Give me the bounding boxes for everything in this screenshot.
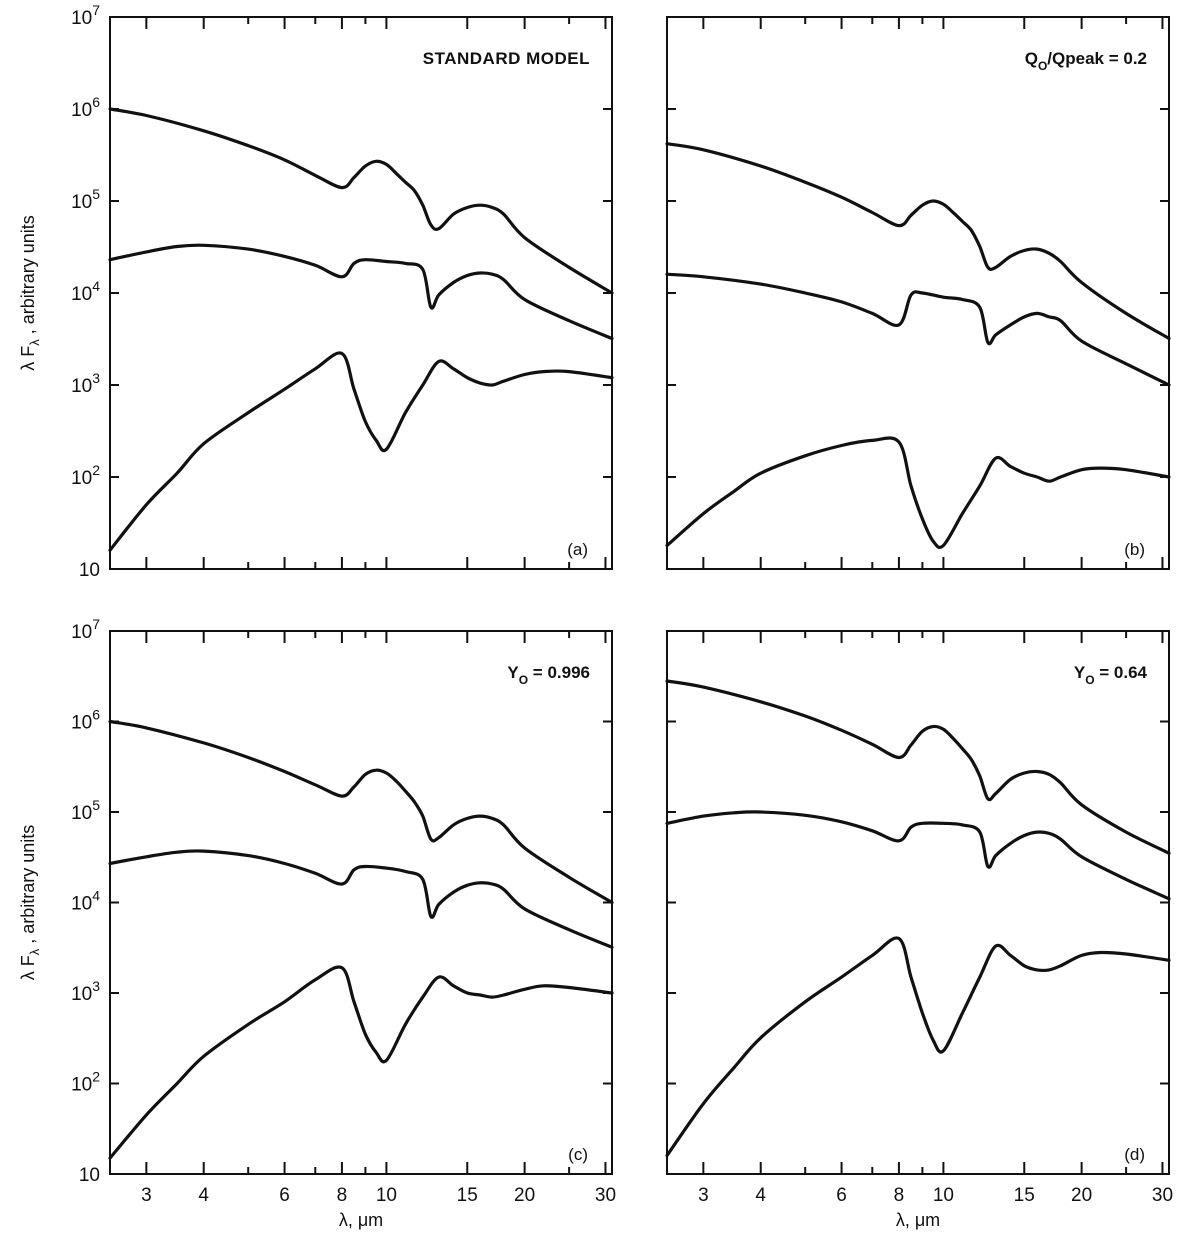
y-axis-label: λ Fλ , arbitrary units: [18, 825, 42, 981]
series-line-3: [108, 965, 614, 1160]
x-tick-label: 3: [698, 1185, 709, 1206]
x-axis-label: λ, μm: [896, 1210, 940, 1230]
x-tick-label: 10: [933, 1185, 954, 1206]
y-tick-label: 105: [71, 186, 100, 213]
panel-label: (a): [567, 540, 588, 559]
x-tick-label: 8: [337, 1185, 348, 1206]
y-tick-label: 104: [71, 278, 100, 305]
panel-label: (d): [1124, 1145, 1145, 1164]
x-tick-label: 10: [376, 1185, 397, 1206]
chart-panel-a: 10 102 103 104 105 106 107 λ Fλ , arbitrary uni…: [18, 2, 614, 581]
chart-panel-c: 10 102 103 104 105 106 107 3 4 6 8 10 15 20 30 λ, μm λ F…: [18, 616, 616, 1230]
panel-label: (b): [1124, 540, 1145, 559]
series-line-3: [665, 936, 1171, 1158]
series-line-1: [108, 107, 614, 295]
panel-annotation: STANDARD MODEL: [423, 49, 590, 68]
panel-label: (c): [568, 1145, 588, 1164]
x-tick-label: 20: [1071, 1185, 1092, 1206]
panel-annotation: QO/Qpeak = 0.2: [1025, 49, 1147, 73]
y-tick-label: 106: [71, 707, 100, 734]
y-tick-label: 106: [71, 94, 100, 121]
series-line-2: [665, 810, 1171, 901]
y-tick-label: 105: [71, 797, 100, 824]
y-tick-label: 102: [71, 462, 100, 489]
series-line-2: [108, 243, 614, 341]
series-line-1: [665, 679, 1171, 855]
x-tick-label: 6: [836, 1185, 847, 1206]
x-tick-label: 15: [1014, 1185, 1035, 1206]
series-line-2: [665, 272, 1171, 387]
series-line-3: [665, 436, 1171, 550]
x-tick-label: 3: [141, 1185, 152, 1206]
x-tick-label: 30: [1152, 1185, 1173, 1206]
series-line-2: [108, 849, 614, 949]
x-tick-label: 4: [755, 1185, 766, 1206]
series-line-1: [665, 142, 1171, 341]
x-tick-label: 20: [514, 1185, 535, 1206]
chart-panel-b: QO/Qpeak = 0.2 (b): [665, 16, 1171, 570]
y-tick-label: 104: [71, 888, 100, 915]
x-axis-label: λ, μm: [339, 1210, 383, 1230]
series-line-1: [108, 719, 614, 905]
x-tick-label: 15: [457, 1185, 478, 1206]
y-axis-label: λ Fλ , arbitrary units: [18, 215, 42, 371]
y-tick-label: 103: [71, 978, 100, 1005]
plot-frame: [109, 630, 613, 1175]
plot-frame: [666, 630, 1170, 1175]
x-tick-label: 8: [894, 1185, 905, 1206]
y-tick-label: 102: [71, 1069, 100, 1096]
y-tick-label: 107: [71, 616, 100, 643]
x-tick-label: 4: [198, 1185, 209, 1206]
y-tick-label: 10: [79, 560, 100, 581]
panel-annotation: YO = 0.64: [1074, 663, 1148, 687]
panel-annotation: YO = 0.996: [507, 663, 590, 687]
y-tick-label: 103: [71, 370, 100, 397]
series-line-3: [108, 351, 614, 552]
x-tick-label: 30: [595, 1185, 616, 1206]
y-tick-label: 10: [79, 1165, 100, 1186]
x-tick-label: 6: [279, 1185, 290, 1206]
chart-panel-d: 3 4 6 8 10 15 20 30 λ, μm YO = 0.64 (d): [665, 630, 1173, 1230]
plot-frame: [109, 16, 613, 570]
y-tick-label: 107: [71, 2, 100, 29]
